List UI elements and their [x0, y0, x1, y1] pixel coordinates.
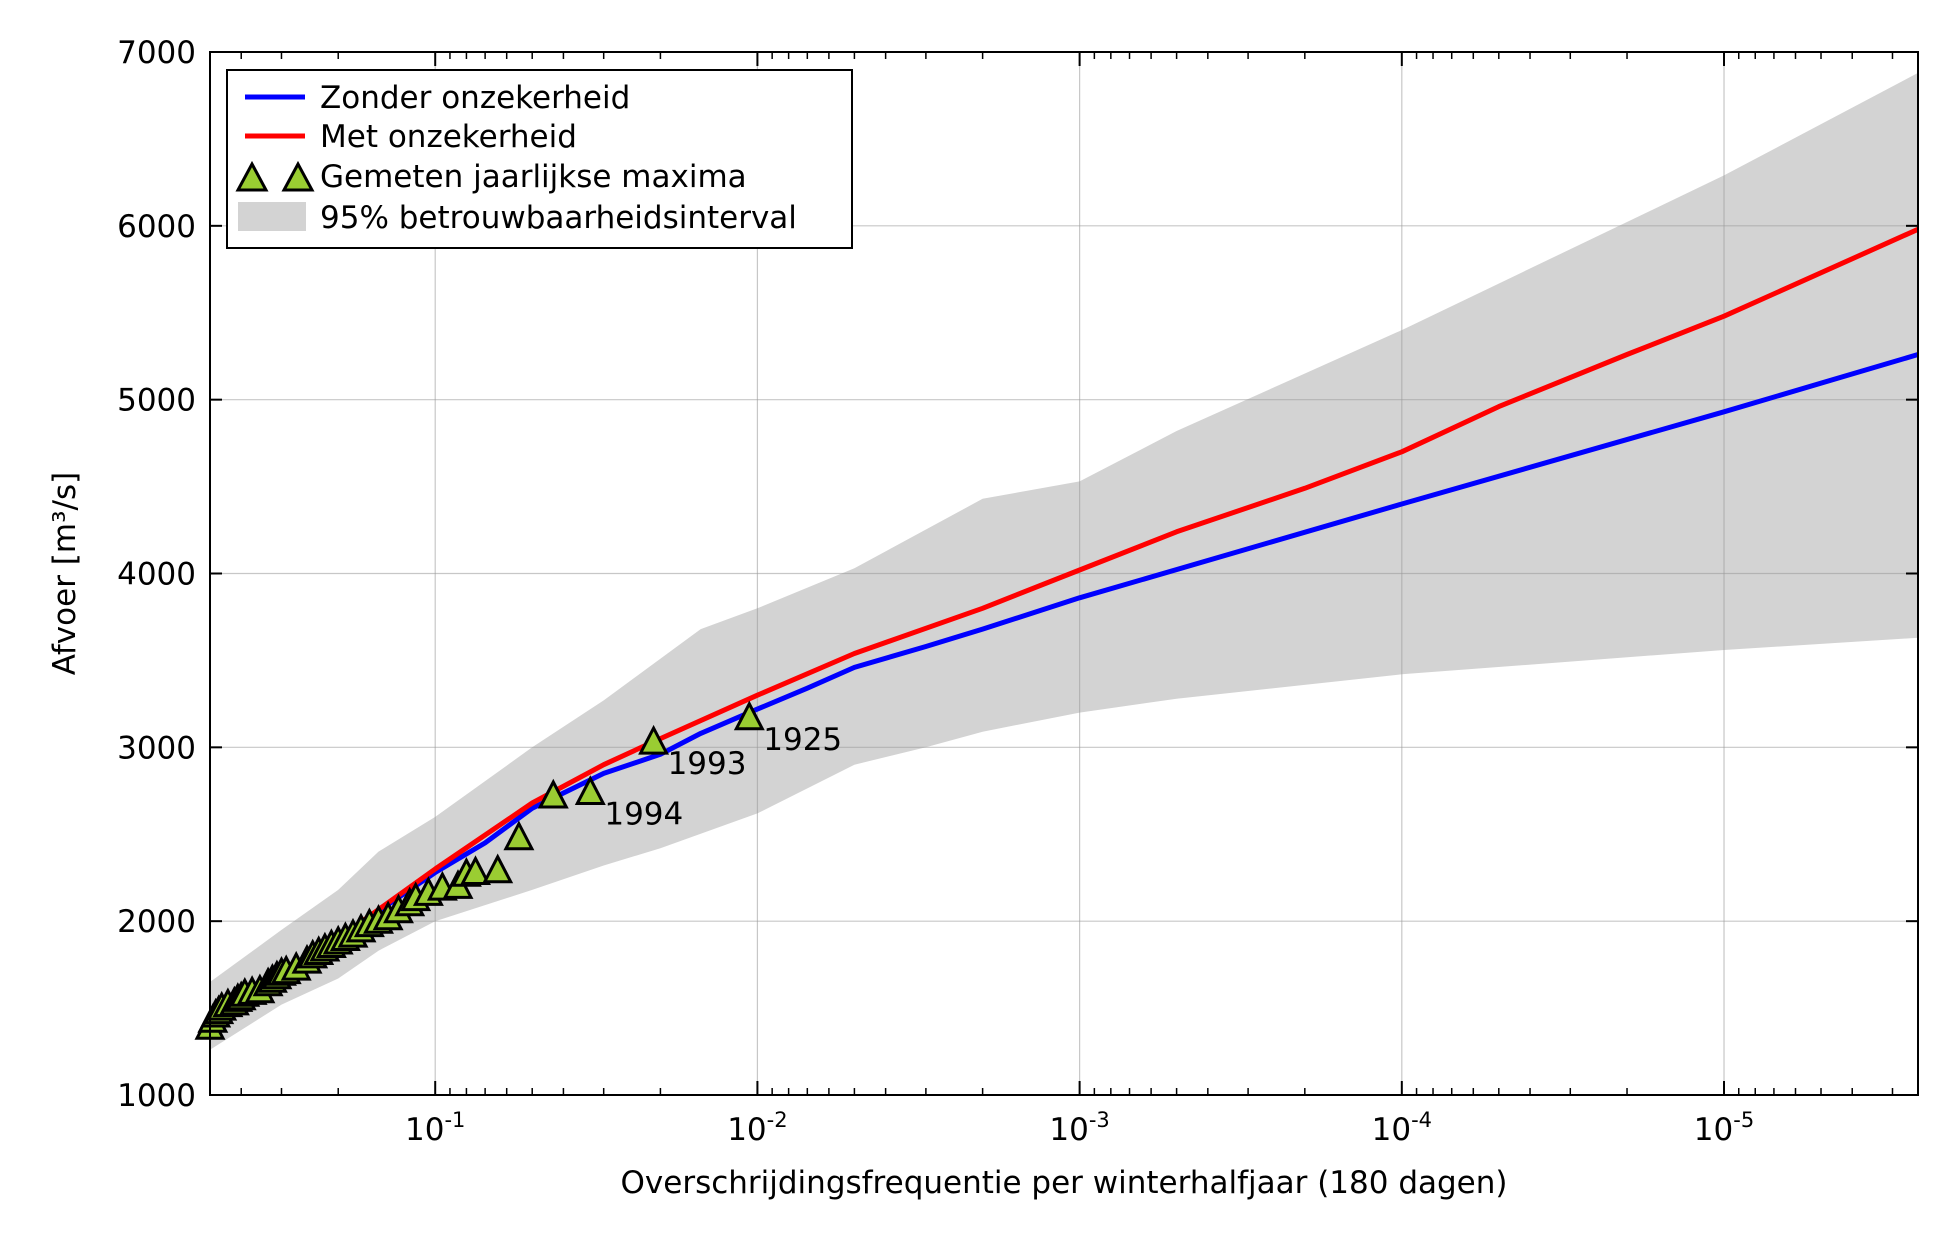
y-tick-label: 1000 [117, 1078, 196, 1114]
legend-label-measured: Gemeten jaarlijkse maxima [320, 159, 747, 195]
x-tick-label: 10-2 [727, 1108, 787, 1148]
x-axis-label: Overschrijdingsfrequentie per winterhalf… [621, 1165, 1508, 1201]
legend-label-met: Met onzekerheid [320, 119, 577, 155]
legend-swatch-marker-1 [235, 160, 269, 192]
y-axis-label: Afvoer [m³/s] [47, 472, 83, 675]
y-tick-label: 4000 [117, 557, 196, 593]
confidence-band-layer [210, 72, 1918, 1050]
annotations-layer: 1993 1994 1925 [604, 722, 842, 833]
measured-marker [537, 778, 569, 809]
y-tick-label: 2000 [117, 904, 196, 940]
x-tick-label: 10-3 [1049, 1108, 1109, 1148]
measured-marker [482, 853, 514, 884]
series-line-met-onzekerheid [208, 227, 1920, 1019]
y-tick-label: 5000 [117, 383, 196, 419]
measured-marker [503, 820, 535, 851]
legend-label-zonder: Zonder onzekerheid [320, 80, 630, 116]
y-tick-label: 7000 [117, 35, 196, 71]
legend-label-band: 95% betrouwbaarheidsinterval [320, 200, 797, 236]
x-tick-labels: 10-1 10-2 10-3 10-4 10-5 [405, 1108, 1754, 1148]
measured-markers-layer [194, 700, 765, 1040]
annotation-year: 1993 [668, 746, 747, 782]
x-tick-label: 10-4 [1372, 1108, 1432, 1148]
legend: Zonder onzekerheid Met onzekerheid Gemet… [226, 69, 853, 249]
y-tick-labels: 1000 2000 3000 4000 5000 6000 7000 [117, 35, 196, 1114]
x-tick-label: 10-1 [405, 1108, 465, 1148]
measured-marker [638, 724, 670, 755]
legend-box [226, 69, 853, 249]
series-lines-layer [208, 227, 1920, 1019]
x-tick-label: 10-5 [1694, 1108, 1754, 1148]
tick-marks-layer [209, 51, 1918, 1096]
confidence-band [210, 72, 1918, 1050]
measured-marker [460, 855, 491, 885]
measured-marker [574, 775, 606, 805]
annotation-year: 1994 [604, 797, 683, 833]
legend-swatch-band [238, 202, 306, 231]
annotation-year: 1925 [763, 722, 842, 758]
y-tick-label: 3000 [117, 730, 196, 766]
measured-marker [733, 700, 765, 731]
legend-swatch-marker-2 [281, 160, 315, 192]
y-tick-label: 6000 [117, 209, 196, 245]
